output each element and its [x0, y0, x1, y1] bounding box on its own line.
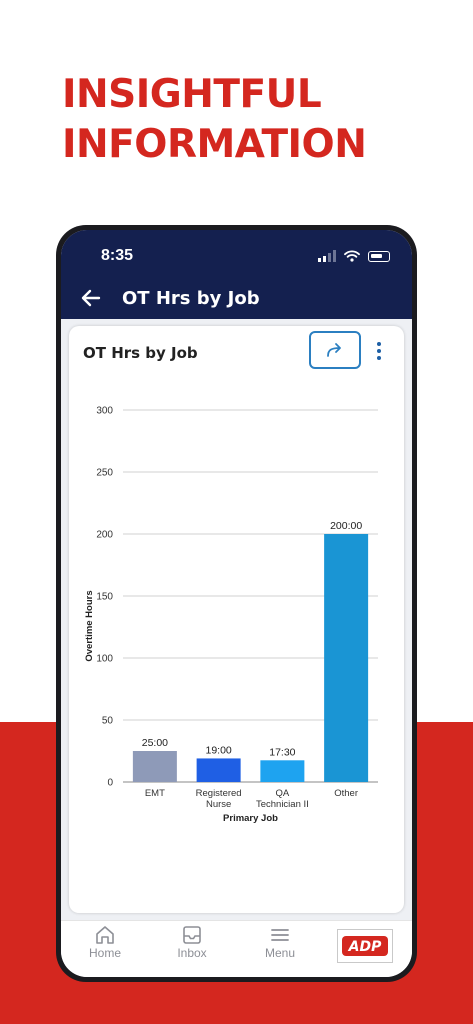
- x-axis-title: Primary Job: [223, 813, 278, 824]
- bar: [260, 760, 305, 782]
- x-tick-label: Registered: [196, 788, 242, 799]
- app-bar-title: OT Hrs by Job: [122, 288, 260, 309]
- bar-value-label: 25:00: [142, 737, 168, 749]
- signal-icon: [318, 250, 336, 262]
- adp-logo-text: ADP: [348, 939, 382, 955]
- y-tick-label: 200: [96, 530, 113, 541]
- x-tick-label: EMT: [145, 788, 165, 799]
- phone-screen: 8:35 OT Hrs by Job OT Hrs by Job: [61, 230, 412, 977]
- more-vertical-icon: [377, 342, 381, 346]
- bar-value-label: 200:00: [330, 520, 362, 532]
- y-tick-label: 250: [96, 468, 113, 479]
- bar: [324, 534, 369, 782]
- nav-home[interactable]: Home: [70, 925, 140, 960]
- y-tick-label: 50: [102, 716, 114, 727]
- headline-line-2: INFORMATION: [62, 122, 367, 167]
- home-icon: [96, 926, 114, 944]
- status-icons: [318, 250, 390, 262]
- share-arrow-icon: [327, 343, 341, 357]
- status-time: 8:35: [101, 247, 134, 264]
- x-tick-label: Technician II: [256, 799, 309, 810]
- nav-inbox[interactable]: Inbox: [157, 925, 227, 960]
- nav-inbox-label: Inbox: [177, 946, 207, 960]
- more-options-button[interactable]: [369, 340, 389, 362]
- share-button[interactable]: [309, 331, 361, 369]
- y-axis-title: Overtime Hours: [84, 590, 95, 661]
- phone-frame: 8:35 OT Hrs by Job OT Hrs by Job: [56, 225, 417, 982]
- bar: [132, 751, 177, 782]
- nav-menu[interactable]: Menu: [245, 925, 315, 960]
- bar: [196, 758, 241, 782]
- promo-headline: INSIGHTFUL INFORMATION: [62, 70, 367, 170]
- x-tick-label: Other: [334, 788, 358, 799]
- adp-logo-button[interactable]: ADP: [337, 929, 393, 963]
- card-title: OT Hrs by Job: [83, 344, 198, 362]
- y-tick-label: 300: [96, 406, 113, 417]
- menu-icon: [271, 929, 289, 941]
- x-tick-label: QA: [276, 788, 290, 799]
- bottom-nav: Home Inbox Menu ADP: [61, 920, 412, 977]
- bar-value-label: 17:30: [269, 746, 295, 758]
- chart-card: OT Hrs by Job 0 50 100 150 200 250 300 25:00 EMT…: [69, 326, 404, 913]
- adp-logo: ADP: [342, 936, 388, 956]
- y-tick-label: 150: [96, 592, 113, 603]
- x-tick-label: Nurse: [206, 799, 231, 810]
- battery-icon: [368, 250, 390, 262]
- y-tick-label: 100: [96, 654, 113, 665]
- bar-value-label: 19:00: [205, 744, 231, 756]
- nav-home-label: Home: [88, 946, 121, 960]
- inbox-icon: [183, 926, 201, 944]
- app-bar: 8:35 OT Hrs by Job: [61, 230, 412, 319]
- nav-menu-label: Menu: [264, 946, 296, 960]
- y-tick-label: 0: [107, 778, 113, 789]
- headline-line-1: INSIGHTFUL: [62, 72, 322, 117]
- wifi-icon: [344, 250, 360, 262]
- arrow-left-icon[interactable]: [79, 286, 103, 310]
- bar-chart: 0 50 100 150 200 250 300 25:00 EMT 19:00 Registere…: [84, 406, 378, 824]
